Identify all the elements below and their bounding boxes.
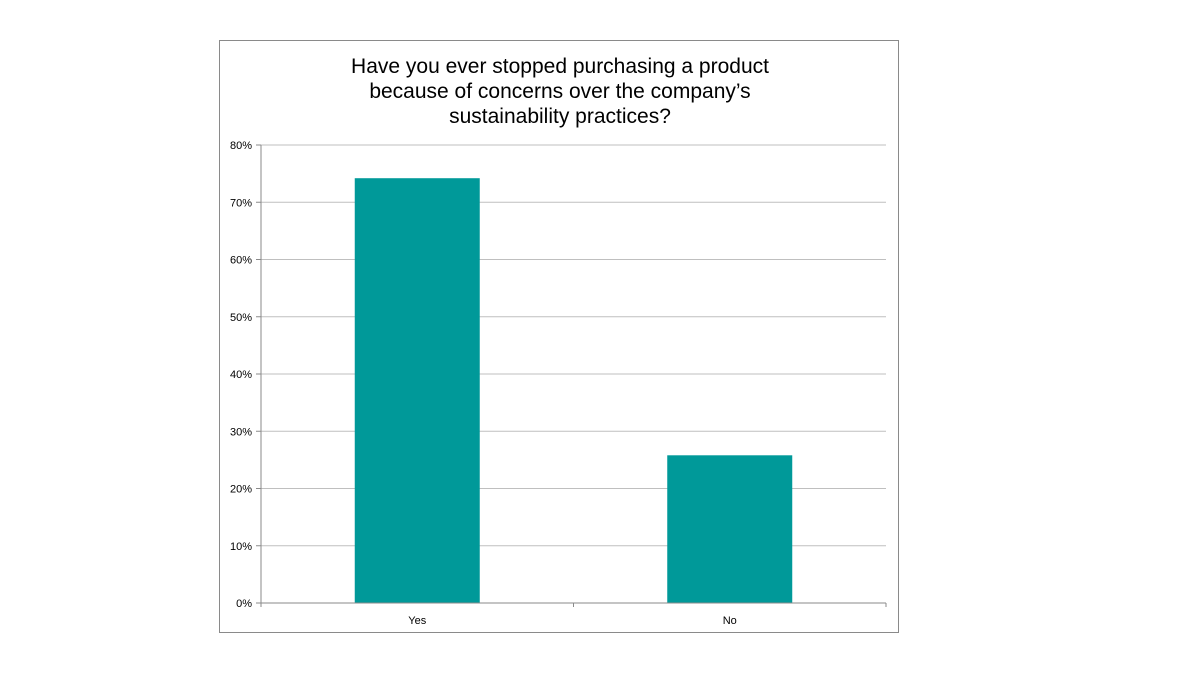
y-tick-label: 80%: [230, 140, 252, 152]
chart-title: Have you ever stopped purchasing a produ…: [351, 55, 769, 128]
y-tick-label: 50%: [230, 312, 252, 324]
y-tick-label: 10%: [230, 541, 252, 553]
y-tick-label: 40%: [230, 369, 252, 381]
y-tick-label: 60%: [230, 255, 252, 267]
y-tick-label: 70%: [230, 197, 252, 209]
chart-frame: Have you ever stopped purchasing a produ…: [219, 40, 899, 633]
y-tick-label: 30%: [230, 426, 252, 438]
bar-yes: [354, 178, 480, 603]
x-tick-label: Yes: [408, 615, 426, 627]
y-tick-label: 20%: [230, 484, 252, 496]
y-tick-label: 0%: [236, 598, 252, 610]
x-tick-label: No: [723, 615, 737, 627]
bar-no: [667, 455, 793, 603]
plot-area: 0% 10% 20% 30% 40% 50% 60% 70% 80% Yes No: [230, 140, 887, 627]
